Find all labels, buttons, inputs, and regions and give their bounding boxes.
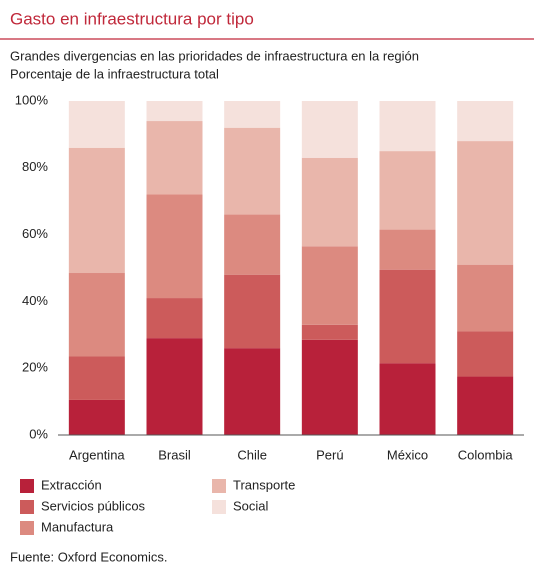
bar-segment xyxy=(68,399,125,435)
bar-segment xyxy=(379,269,436,364)
legend-label: Manufactura xyxy=(41,519,114,534)
bar-segment xyxy=(301,101,358,158)
bar-segment xyxy=(146,298,203,339)
bar-segment xyxy=(224,127,281,215)
bar-segment xyxy=(457,264,514,332)
legend-swatch xyxy=(212,479,226,493)
bar-segment xyxy=(457,376,514,435)
bar-segment xyxy=(379,229,436,270)
legend-swatch xyxy=(20,500,34,514)
legend-swatch xyxy=(20,479,34,493)
bar-segment xyxy=(68,273,125,357)
legend-label: Social xyxy=(233,498,269,513)
x-tick-label: Argentina xyxy=(69,447,125,462)
bar-segment xyxy=(379,101,436,152)
y-tick-label: 20% xyxy=(22,360,48,375)
x-tick-label: Colombia xyxy=(458,447,514,462)
x-tick-label: Chile xyxy=(237,447,267,462)
bar-segment xyxy=(301,246,358,325)
y-tick-label: 40% xyxy=(22,293,48,308)
bar-segment xyxy=(146,101,203,122)
bar-segment xyxy=(457,141,514,265)
bar-segment xyxy=(224,101,281,128)
bar-segment xyxy=(146,194,203,299)
y-tick-label: 60% xyxy=(22,226,48,241)
bar-segment xyxy=(68,356,125,400)
bar-segment xyxy=(146,121,203,195)
subtitle: Grandes divergencias en las prioridades … xyxy=(10,48,419,63)
bar-segment xyxy=(68,147,125,274)
bar-segment xyxy=(68,101,125,148)
chart-title: Gasto en infraestructura por tipo xyxy=(10,9,254,28)
bar-segment xyxy=(379,363,436,435)
x-tick-label: Perú xyxy=(316,447,343,462)
bar-segment xyxy=(457,331,514,377)
legend-label: Servicios públicos xyxy=(41,498,146,513)
legend-swatch xyxy=(20,521,34,535)
legend-swatch xyxy=(212,500,226,514)
bar-segment xyxy=(224,214,281,275)
bar-segment xyxy=(301,324,358,340)
subtitle: Porcentaje de la infraestructura total xyxy=(10,66,219,81)
bar-segment xyxy=(224,348,281,435)
bar-segment xyxy=(301,339,358,435)
bar-segment xyxy=(457,101,514,142)
bar-segment xyxy=(224,274,281,349)
x-tick-label: México xyxy=(387,447,428,462)
legend-label: Extracción xyxy=(41,477,102,492)
x-tick-label: Brasil xyxy=(158,447,191,462)
source: Fuente: Oxford Economics. xyxy=(10,549,168,564)
bar-segment xyxy=(301,157,358,247)
legend-label: Transporte xyxy=(233,477,295,492)
y-tick-label: 100% xyxy=(15,92,49,107)
y-tick-label: 80% xyxy=(22,159,48,174)
bar-segment xyxy=(146,338,203,435)
y-tick-label: 0% xyxy=(29,426,48,441)
bar-segment xyxy=(379,151,436,230)
